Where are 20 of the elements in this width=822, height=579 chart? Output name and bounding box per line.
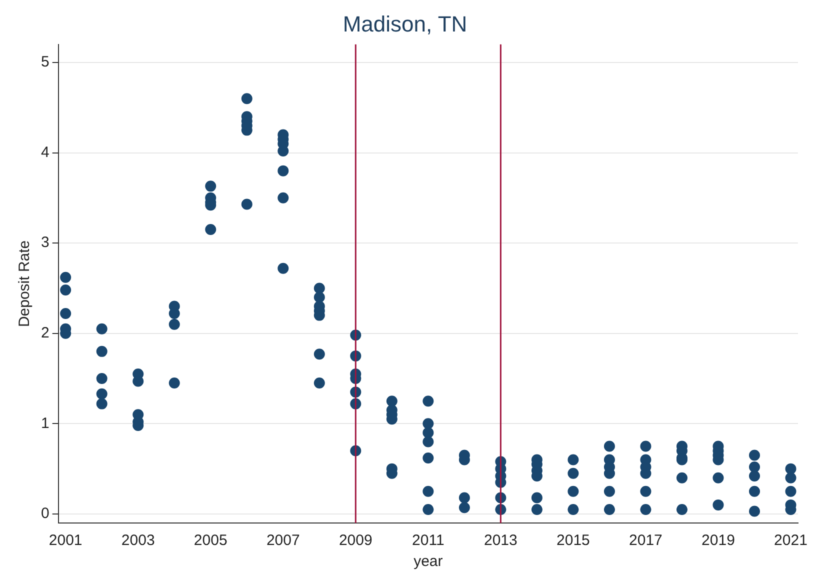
x-tick-label: 2001 [48,532,82,550]
y-axis-title: Deposit Rate [16,240,34,328]
x-tick-label: 2009 [338,532,372,550]
y-tick-label: 1 [41,414,50,432]
x-tick-label: 2003 [121,532,155,550]
x-tick-label: 2019 [702,532,735,550]
chart-title: Madison, TN [342,11,468,36]
y-tick-label: 2 [41,324,50,342]
x-axis-title: year [414,553,443,570]
y-tick-label: 5 [41,54,50,71]
x-tick-label: 2011 [412,532,444,550]
x-tick-label: 2013 [484,532,518,550]
y-tick-label: 3 [41,234,50,252]
x-tick-label: 2017 [629,532,662,550]
x-tick-label: 2021 [774,532,808,550]
y-tick-label: 4 [41,144,50,161]
x-tick-label: 2007 [266,532,300,550]
y-tick-label: 0 [41,505,50,522]
x-tick-label: 2015 [556,532,590,550]
x-tick-label: 2005 [194,532,228,550]
